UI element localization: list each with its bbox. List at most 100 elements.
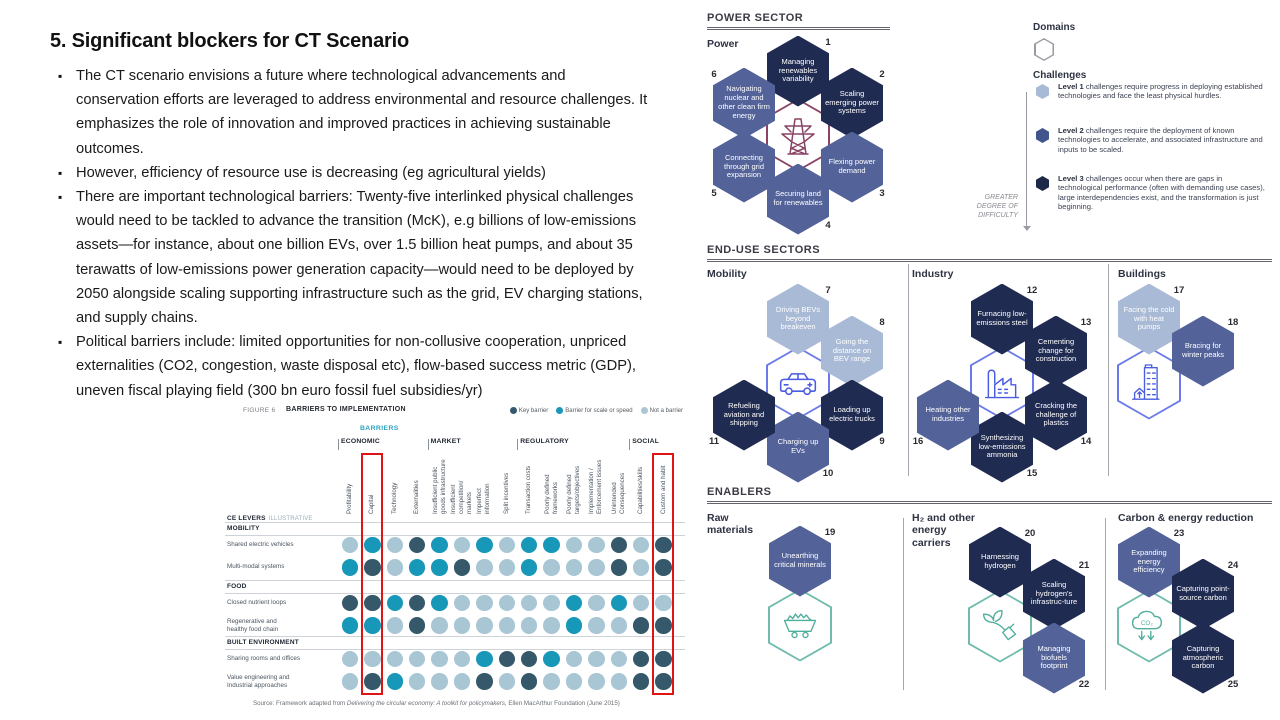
matrix-dot <box>520 536 538 554</box>
legend-dot <box>556 407 564 414</box>
matrix-dot <box>431 536 448 554</box>
difficulty-arrow-line <box>1026 92 1028 226</box>
challenge-hex-13: Cementing change for construction <box>1025 315 1087 387</box>
buildings-hex-cluster: Facing the cold with heat pumps 17 Bracing… <box>1049 283 1249 483</box>
legend-dot <box>509 407 517 414</box>
challenge-hex-label: Unearthing critical minerals <box>774 551 826 569</box>
matrix-dot <box>632 594 650 612</box>
matrix-dot <box>386 594 404 612</box>
challenge-hex-label: Capturing atmospheric carbon <box>1182 643 1224 671</box>
challenge-number: 19 <box>824 527 836 538</box>
challenge-number: 7 <box>825 285 831 296</box>
buildings-icon <box>1132 364 1160 400</box>
matrix-dot <box>453 650 471 668</box>
challenge-number: 16 <box>912 436 924 447</box>
challenge-hex-label: Charging up EVs <box>777 437 819 455</box>
page-title: 5. Significant blockers for CT Scenario <box>50 30 409 52</box>
matrix-dot <box>364 536 381 554</box>
carbon-hex-cluster: CO₂ Expanding energy efficiency 23 Capturin… <box>1049 526 1249 720</box>
challenges-label: Challenges <box>1033 70 1087 81</box>
challenge-number: 5 <box>711 188 717 199</box>
matrix-dot <box>543 673 560 690</box>
matrix-dot <box>610 650 628 668</box>
center-icon-hexagon <box>766 98 830 172</box>
co2-capture-icon: CO₂ <box>1131 610 1162 641</box>
group-header-social: SOCIAL <box>632 438 660 445</box>
column-label: Insufficient competition/ markets <box>450 480 473 514</box>
legend-label: Key barrier <box>518 407 549 414</box>
challenge-number: 1 <box>825 37 831 48</box>
matrix-dot <box>565 559 583 576</box>
row-label: Sharing rooms and offices <box>227 654 301 662</box>
matrix-dot <box>453 536 471 554</box>
matrix-dot <box>588 536 605 554</box>
group-tick <box>427 439 429 450</box>
column-label: Profitability <box>346 483 353 514</box>
challenge-hex-19: Unearthing critical minerals <box>769 525 831 597</box>
matrix-dot <box>610 617 628 634</box>
challenge-hex-label: Connecting through grid expansion <box>723 152 765 180</box>
column-label: Transaction costs <box>525 465 533 514</box>
column-label: Capabilities/skills <box>637 466 645 514</box>
figure-title: BARRIERS TO IMPLEMENTATION <box>286 406 406 413</box>
source-italic: Delivering the circular economy: A toolk… <box>346 700 507 707</box>
matrix-dot <box>520 673 538 690</box>
challenge-hex-label: Cementing change for construction <box>1035 336 1077 364</box>
column-label: Poorly defined frameworks <box>543 474 559 514</box>
column-label: Externalities <box>413 480 421 514</box>
section-label-2: BUILT ENVIRONMENT <box>227 639 299 646</box>
matrix-dot <box>655 673 672 690</box>
matrix-dot <box>632 617 650 634</box>
challenge-hex-8: Going the distance on BEV range <box>821 315 883 387</box>
matrix-dot <box>431 594 448 612</box>
hexagon-fill <box>972 348 1032 418</box>
challenge-hex-22: Managing biofuels footprint <box>1023 622 1085 694</box>
highlight-box <box>652 453 675 695</box>
row-axis-label: CE LEVERS ILLUSTRATIVE <box>227 507 313 525</box>
legend-dot <box>640 407 648 414</box>
challenge-number: 8 <box>879 317 885 328</box>
industry-group-label: Industry <box>912 268 954 280</box>
bullet-item: Political barriers include: limited oppo… <box>57 330 649 403</box>
matrix-dot <box>498 650 516 668</box>
matrix-dot <box>364 673 381 690</box>
matrix-dot <box>476 536 493 554</box>
power-group-label: Power <box>707 38 739 50</box>
row-label: Value engineering and Industrial approac… <box>227 673 290 689</box>
matrix-dot <box>386 617 404 634</box>
matrix-dot <box>386 536 404 554</box>
matrix-dot <box>364 594 381 612</box>
matrix-dot <box>588 650 605 668</box>
challenge-number: 25 <box>1227 679 1239 690</box>
challenge-hex-23: Expanding energy efficiency <box>1118 526 1180 598</box>
legend-label: Barrier for scale or speed <box>565 407 633 414</box>
challenge-hex-10: Charging up EVs <box>767 411 829 483</box>
matrix-dot <box>386 673 404 690</box>
matrix-dot <box>476 559 493 576</box>
mobility-hex-cluster: Driving BEVs beyond breakeven 7 Going the … <box>698 283 898 483</box>
column-label: Implementation / Enforcement issues <box>588 459 604 514</box>
matrix-dot <box>565 594 583 612</box>
source-suffix: Ellen MacArthur Foundation (June 2015) <box>506 700 620 707</box>
matrix-dot <box>498 673 516 690</box>
challenge-hex-label: Facing the cold with heat pumps <box>1123 304 1175 332</box>
matrix-dot <box>632 536 650 554</box>
matrix-dot <box>632 673 650 690</box>
matrix-dot <box>610 559 628 576</box>
section-line <box>225 580 685 581</box>
center-icon-hexagon <box>766 346 830 420</box>
legend-label: Not a barrier <box>649 407 683 414</box>
challenge-number: 20 <box>1024 528 1036 539</box>
challenge-hex-label: Refueling aviation and shipping <box>723 400 765 428</box>
challenge-number: 14 <box>1080 436 1092 447</box>
challenge-number: 10 <box>822 468 834 479</box>
challenge-hex-label: Scaling hydrogen's infrastruc-ture <box>1030 579 1078 607</box>
matrix-dot <box>453 617 471 634</box>
section-line <box>225 649 685 650</box>
divider <box>1105 518 1106 690</box>
matrix-dot <box>408 673 426 690</box>
challenge-hex-label: Loading up electric trucks <box>829 405 875 423</box>
challenge-hex-21: Scaling hydrogen's infrastruc-ture <box>1023 558 1085 630</box>
matrix-dot <box>655 559 672 576</box>
